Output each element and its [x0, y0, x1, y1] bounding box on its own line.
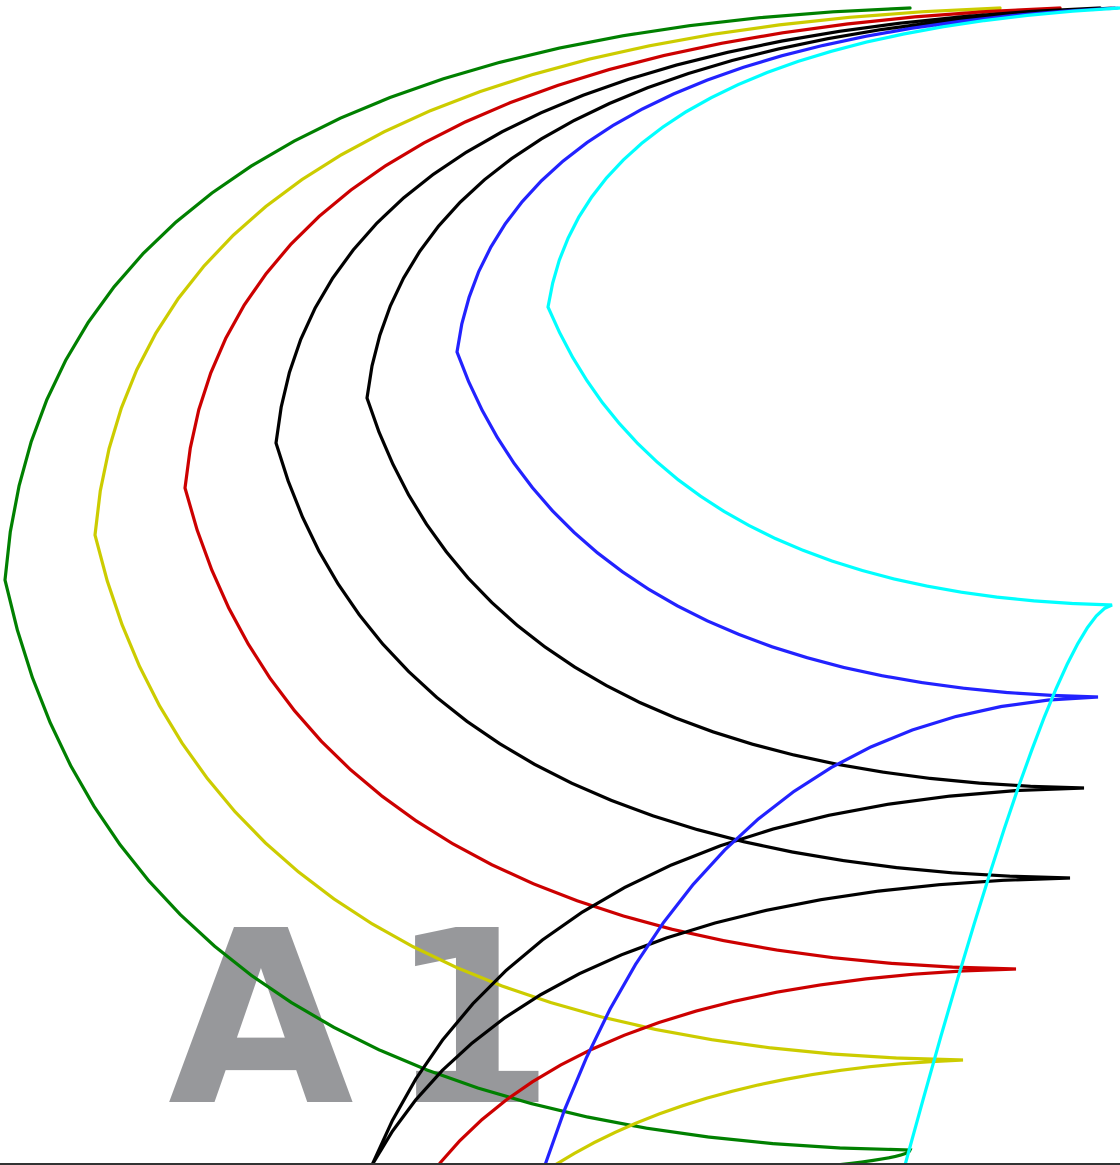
watermark: A 1 — [168, 879, 555, 1159]
curve-1 — [3, 6, 913, 1165]
curve-7 — [546, 6, 1120, 1165]
watermark-letter: A — [168, 879, 354, 1159]
curve-3 — [183, 6, 1062, 1165]
watermark-number: 1 — [388, 879, 555, 1159]
curve-4 — [274, 6, 1102, 1165]
curve-5 — [365, 6, 1117, 1165]
curve-6 — [455, 6, 1120, 1165]
curve-group — [3, 6, 1120, 1165]
curve-2 — [93, 6, 1002, 1165]
